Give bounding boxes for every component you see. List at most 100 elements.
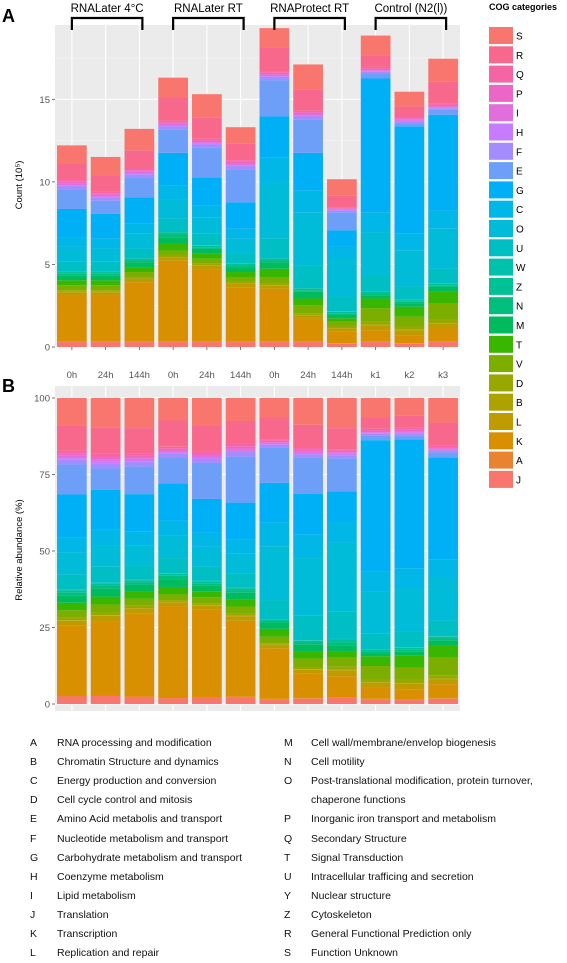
- rel-bar-segment-M: [225, 592, 256, 600]
- description-code: R: [284, 928, 292, 940]
- rel-bar-segment-K: [57, 625, 87, 696]
- rel-bar-segment-Q: [158, 446, 188, 449]
- rel-bar-segment-G: [192, 498, 222, 533]
- group-brackets: RNALater 4°C RNALater RT RNAProtect RT Cont…: [71, 3, 447, 30]
- description-code: N: [284, 756, 292, 769]
- rel-bar-segment-G: [90, 489, 121, 530]
- rel-bar-segment-N: [360, 651, 391, 654]
- rel-bar-segment-D: [90, 612, 121, 616]
- rel-bar-segment-I: [394, 431, 425, 433]
- bar-segment-C: [394, 233, 425, 251]
- bar-segment-I: [394, 119, 425, 121]
- bar-segment-M: [158, 237, 188, 244]
- rel-bar-segment-Q: [192, 451, 222, 454]
- description-code: T: [284, 851, 291, 864]
- rel-bar-segment-V: [394, 667, 425, 680]
- bar-segment-R: [360, 55, 391, 67]
- rel-bar-segment-T: [57, 602, 87, 611]
- bar-segment-H: [360, 71, 391, 72]
- rel-bar-segment-R: [327, 428, 357, 450]
- legend-label: L: [516, 418, 522, 429]
- bar-segment-V: [259, 276, 290, 284]
- bar-segment-J: [124, 342, 155, 347]
- rel-bar-segment-N: [225, 590, 256, 593]
- bar-segment-L: [327, 328, 357, 332]
- bar-segment-O: [57, 246, 87, 262]
- panel-label-a: A: [2, 6, 15, 26]
- legend-swatch-F: [489, 142, 513, 160]
- bar-segment-J: [57, 342, 87, 347]
- bar-segment-U: [90, 261, 121, 272]
- bar-segment-K: [158, 260, 188, 342]
- legend-label: M: [516, 321, 524, 332]
- rel-bar-segment-H: [158, 452, 188, 454]
- rel-bar-segment-F: [192, 458, 222, 463]
- rel-bar-segment-S: [158, 398, 188, 421]
- rel-bar-segment-O: [90, 545, 121, 567]
- bar-segment-O: [124, 233, 155, 249]
- bar-segment-J: [192, 342, 222, 347]
- bar-segment-F: [90, 197, 121, 201]
- y-tick-label: 75: [39, 470, 50, 481]
- bar-segment-M: [394, 303, 425, 307]
- legend-swatch-D: [489, 374, 513, 392]
- rel-bar-segment-T: [124, 591, 155, 599]
- bar-segment-S: [158, 77, 188, 98]
- bar-segment-J: [394, 343, 425, 347]
- bar-segment-L: [394, 330, 425, 336]
- legend-label: A: [516, 456, 523, 467]
- rel-bar-segment-F: [394, 433, 425, 436]
- rel-bar-segment-E: [124, 466, 155, 495]
- rel-bar-segment-V: [124, 598, 155, 606]
- rel-bar-segment-T: [259, 628, 290, 637]
- bar-segment-J: [90, 342, 121, 347]
- rel-bar-segment-C: [428, 559, 458, 579]
- bar-segment-R: [57, 163, 87, 181]
- rel-bar-segment-E: [259, 447, 290, 483]
- rel-bar-segment-H: [293, 453, 323, 455]
- bar-segment-L: [360, 325, 391, 331]
- rel-bar-segment-P: [57, 453, 87, 456]
- legend-swatch-H: [489, 123, 513, 141]
- description-text: Carbohydrate metabolism and transport: [57, 851, 243, 864]
- bar-segment-N: [327, 313, 357, 315]
- rel-bar-segment-T: [428, 645, 458, 658]
- rel-bar-segment-H: [327, 453, 357, 456]
- rel-bar-segment-H: [90, 461, 121, 464]
- panel-b-bars: [57, 398, 458, 704]
- rel-bar-segment-S: [225, 398, 256, 421]
- rel-bar-segment-D: [225, 613, 256, 616]
- bar-segment-M: [327, 314, 357, 319]
- bar-segment-T: [394, 306, 425, 317]
- bar-segment-S: [327, 179, 357, 196]
- legend-label: K: [516, 437, 523, 448]
- bar-segment-D: [192, 263, 222, 266]
- rel-bar-segment-F: [259, 444, 290, 448]
- rel-bar-segment-S: [192, 398, 222, 426]
- bar-segment-I: [158, 123, 188, 126]
- bar-segment-R: [158, 97, 188, 121]
- bar-segment-R: [225, 143, 256, 161]
- description-text: Signal Transduction: [311, 851, 404, 864]
- rel-bar-segment-E: [327, 458, 357, 492]
- bar-segment-C: [192, 205, 222, 218]
- x-tick-label: 144h: [331, 370, 352, 381]
- rel-bar-segment-V: [57, 610, 87, 618]
- rel-bar-segment-D: [327, 666, 357, 670]
- rel-bar-segment-L: [225, 616, 256, 621]
- bar-segment-F: [192, 144, 222, 148]
- rel-bar-segment-Z: [90, 583, 121, 586]
- x-tick-label: k1: [371, 370, 381, 381]
- description-code: L: [30, 947, 36, 960]
- rel-bar-segment-P: [327, 450, 357, 453]
- rel-bar-segment-U: [327, 611, 357, 639]
- rel-bar-segment-D: [428, 675, 458, 679]
- legend-label: J: [516, 475, 521, 486]
- x-tick-label: 24h: [98, 370, 114, 381]
- rel-bar-segment-V: [428, 657, 458, 676]
- rel-bar-segment-E: [428, 452, 458, 458]
- bar-segment-K: [225, 287, 256, 342]
- bar-segment-G: [90, 213, 121, 239]
- rel-bar-segment-N: [90, 585, 121, 589]
- bar-segment-U: [394, 286, 425, 300]
